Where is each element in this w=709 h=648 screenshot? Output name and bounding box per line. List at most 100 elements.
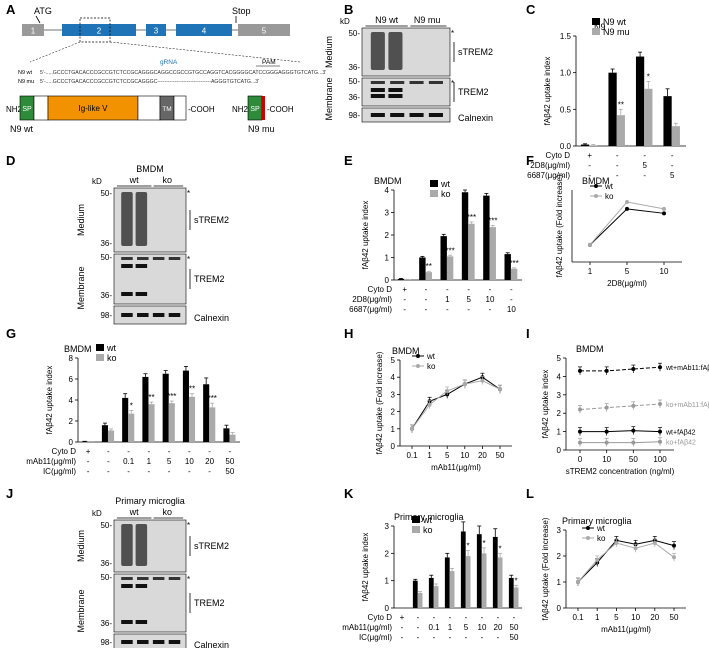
chart-k-sig-6: * <box>499 544 502 553</box>
chart-h-xtick-label-2: 5 <box>445 451 450 460</box>
chart-g-cond-1-1: - <box>107 457 110 466</box>
chart-i-ytick-label-5: 5 <box>557 354 562 363</box>
protein-wt-cooh: -COOH <box>188 105 215 114</box>
blot-d-trem2-band-wt-b-0 <box>121 292 133 296</box>
blot-d-row-medium: Medium <box>76 204 86 236</box>
chart-c-bar-0-3 <box>663 96 672 146</box>
blot-d-top-band-0 <box>121 257 133 260</box>
chart-k-bar-0-4 <box>460 531 466 608</box>
chart-i-series-label-0: wt+mAb11:fAβ42 <box>665 365 709 372</box>
chart-e-sig-4: *** <box>488 216 497 225</box>
protein-mu-sp-label: SP <box>250 106 260 113</box>
chart-g-sig-5: ** <box>189 385 195 394</box>
chart-e-bar-0-3 <box>461 192 469 280</box>
chart-k-ytick-label-1: 1 <box>385 577 390 586</box>
blot-b-top-band-2 <box>409 81 424 84</box>
protein-wt-tm-label: TM <box>162 106 171 113</box>
chart-k-bar-1-4 <box>465 556 471 608</box>
chart-k-bar-0-7 <box>508 577 514 608</box>
chart-e-bar-1-1 <box>425 272 432 280</box>
chart-e-sig-2: *** <box>445 246 454 255</box>
chart-e-ylabel: fAβ42 uptake index <box>361 201 370 270</box>
blot-j-top-band-0 <box>121 577 133 580</box>
blot-d-calnexin-band-2 <box>152 313 165 317</box>
chart-k-ytick-label-0: 0 <box>385 604 390 613</box>
chart-i-line-1 <box>579 403 661 411</box>
chart-g-cond-1-7: 50 <box>225 457 234 466</box>
blot-j-lane-1: ko <box>163 507 173 517</box>
chart-k-bar-0-6 <box>492 536 498 608</box>
chart-g-cond-2-2: - <box>127 467 130 476</box>
chart-g-bar-0-7 <box>223 428 230 442</box>
chart-f-title: BMDM <box>582 176 610 186</box>
chart-c-bar-1-1 <box>616 115 625 146</box>
blot-b-top-band-3 <box>428 81 443 84</box>
blot-d-trem2-band-wt-a-1 <box>135 264 148 268</box>
chart-k-cond-2-5: - <box>481 633 484 642</box>
chart-e-cond-1-5: - <box>510 295 513 304</box>
blot-j-star-1: * <box>187 521 190 530</box>
chart-e-title: BMDM <box>374 176 402 186</box>
chart-k-sig-7: * <box>515 576 518 585</box>
chart-g-bar-1-3 <box>148 404 155 442</box>
chart-e-cond-0-0: + <box>402 285 407 294</box>
chart-g-legend-label-1: ko <box>107 353 117 363</box>
chart-f-xtick-label-2: 10 <box>660 267 669 276</box>
chart-e-cond-1-0: - <box>403 295 406 304</box>
chart-c-cond-2-1: - <box>616 171 619 180</box>
chart-e-ytick-label-3: 3 <box>385 209 390 218</box>
chart-h-ytick-label-0: 0 <box>391 442 396 451</box>
chart-i-series-label-1: ko+mAb11:fAβ42 <box>666 402 709 409</box>
chart-h-xtick-label-1: 1 <box>427 451 432 460</box>
chart-i-xtick-label-0: 0 <box>578 455 583 464</box>
chart-l-legend-dot-1 <box>586 536 590 540</box>
chart-f-point-0-1 <box>625 206 629 211</box>
blot-j-star-2: * <box>187 575 190 584</box>
blot-b-strem2-band-wt-0 <box>370 32 385 70</box>
chart-l-ytick-label-3: 3 <box>557 526 562 535</box>
blot-d-membrane-2 <box>113 305 187 325</box>
chart-i-line-3 <box>580 441 661 444</box>
chart-i-ytick-label-0: 0 <box>557 446 562 455</box>
blot-j-lane-0: wt <box>129 507 139 517</box>
protein-wt-nh2: NH2- <box>6 105 25 114</box>
chart-g-cond-2-0: - <box>87 467 90 476</box>
chart-g-cond-1-6: 20 <box>205 457 214 466</box>
chart-h-ytick-label-1: 1 <box>391 425 396 434</box>
seq-mu: 5'-.....GCCCTGACACCCGCCGTCTCCGCAGGGC----… <box>40 79 259 85</box>
chart-g-legend-label-0: wt <box>106 343 116 353</box>
chart-c-cond-1-2: 5 <box>643 161 648 170</box>
blot-j-trem2-band-wt-a-1 <box>135 584 148 588</box>
chart-g-cond-2-5: - <box>188 467 191 476</box>
chart-c-sig-1: ** <box>618 100 624 109</box>
protein-mu-nh2: NH2- <box>232 105 251 114</box>
chart-g-bar-0-6 <box>203 384 210 442</box>
chart-k-cond-2-0: - <box>401 633 404 642</box>
chart-f-line-0 <box>589 208 665 246</box>
chart-i-series-label-3: ko+fAβ42 <box>666 440 696 447</box>
chart-g-cond-0-4: - <box>168 447 171 456</box>
panel-letter-E: E <box>344 153 353 168</box>
blot-b-star-2: * <box>451 79 454 88</box>
blot-d-marker-1: 36- <box>100 239 112 248</box>
chart-g-sig-4: *** <box>167 392 176 401</box>
chart-f-ylabel: fAβ42 uptake (Fold increase) <box>555 174 564 277</box>
panel-letter-G: G <box>6 326 16 341</box>
blot-j-strem2-band-wt-0 <box>121 524 133 566</box>
blot-b-top-band-0 <box>370 81 385 84</box>
grna-label: gRNA <box>160 59 178 66</box>
chart-h-line-0 <box>411 376 501 430</box>
exon-label-2: 2 <box>97 27 102 36</box>
chart-e-cond-label-1: 2D8(μg/ml) <box>352 295 392 304</box>
blot-b-marker-3: 36- <box>348 93 360 102</box>
chart-g-ytick-label-0: 0 <box>69 438 74 447</box>
chart-e-bar-0-2 <box>440 236 447 280</box>
chart-c-legend-swatch-1 <box>592 28 600 35</box>
blot-j-marker-2: 50- <box>100 573 112 582</box>
chart-k-bar-0-1 <box>412 580 418 608</box>
chart-c-bar-0-2 <box>635 56 645 146</box>
blot-b-trem2-band-wt-b-0 <box>370 94 385 98</box>
chart-l-xtick-label-2: 5 <box>614 613 619 622</box>
chart-k-cond-1-5: 10 <box>478 623 487 632</box>
blot-j-title: Primary microglia <box>115 496 185 506</box>
